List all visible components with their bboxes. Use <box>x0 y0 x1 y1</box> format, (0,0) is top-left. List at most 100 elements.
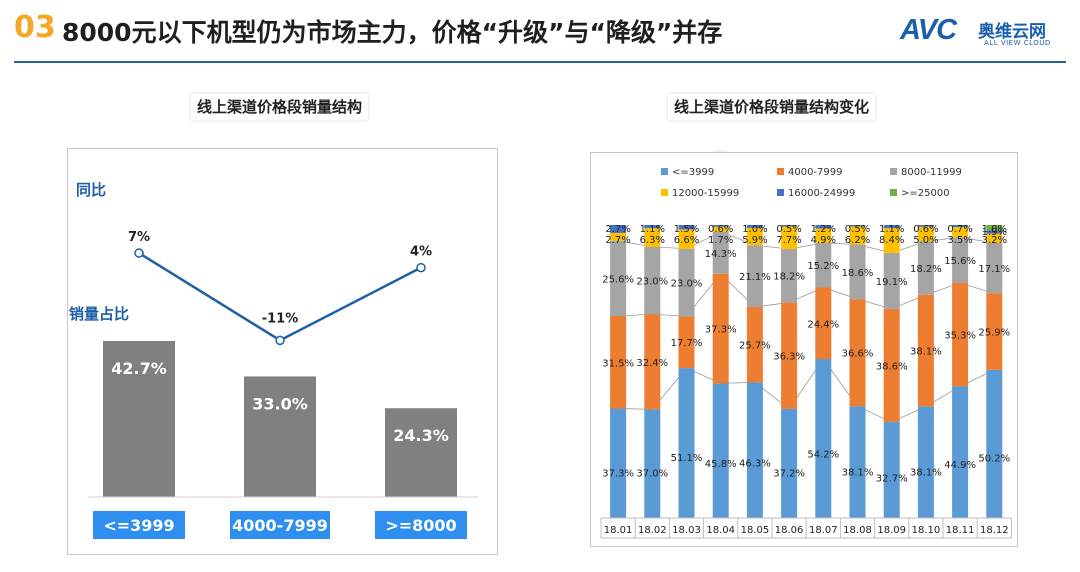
right-chart-svg: <=3999 4000-7999 8000-11999 12000-15999 1600… <box>600 167 1012 539</box>
left-chart-panel: 同比 销量占比 7% -11% 4% 42.7% 33.0% 24.3% <=3999 400… <box>67 148 498 555</box>
stacked-bar-segment <box>883 228 900 253</box>
yoy-data-label: 7% <box>128 230 150 245</box>
bar-data-label: 6.6% <box>674 235 699 246</box>
stacked-bar-segment <box>746 227 763 246</box>
stacked-bar-segment <box>746 245 763 308</box>
bar-data-label: 15.6% <box>944 256 976 267</box>
stacked-bar-segment <box>610 408 627 518</box>
share-label: 销量占比 <box>69 305 130 323</box>
yoy-data-label: -11% <box>262 311 299 326</box>
stacked-bar-segment <box>644 228 661 247</box>
stacked-bar-segment <box>678 225 695 230</box>
bar-data-label: 37.0% <box>636 469 668 480</box>
legend-swatch <box>661 189 668 196</box>
stacked-bar-segment <box>849 299 866 407</box>
yoy-label: 同比 <box>76 181 107 199</box>
logo-en: ALL VIEW CLOUD <box>984 39 1051 47</box>
stacked-bar-segment <box>746 307 763 383</box>
legend-label: 12000-15999 <box>672 188 739 199</box>
header: 03 8000元以下机型仍为市场主力，价格“升级”与“降级”并存 AVC 奥维云… <box>0 0 1080 62</box>
stacked-bar-segment <box>883 252 900 309</box>
stacked-bar-segment <box>781 302 798 409</box>
bar-data-label: 3.2% <box>982 235 1007 246</box>
stacked-bar-segment <box>610 232 627 241</box>
bar-data-label: 32.4% <box>636 358 668 369</box>
bar-data-label: 24.4% <box>807 319 839 330</box>
yoy-point <box>134 248 144 258</box>
bar-data-label: 51.1% <box>671 453 703 464</box>
stacked-bar-segment <box>917 406 934 518</box>
bar-data-label: 0.6% <box>913 224 938 235</box>
bar-data-label: 1.1% <box>640 224 665 235</box>
bar-data-label: 38.1% <box>842 468 874 479</box>
bar-data-label: 44.9% <box>944 460 976 471</box>
bar-data-label: 50.2% <box>978 454 1010 465</box>
legend-swatch <box>890 168 897 175</box>
bar-data-label: 45.8% <box>705 459 737 470</box>
x-tick-label: 18.10 <box>912 525 941 536</box>
right-chart-title: 线上渠道价格段销量结构变化 <box>668 94 876 120</box>
bar-data-label: 15.2% <box>807 261 839 272</box>
bar-data-label: 18.2% <box>773 272 805 283</box>
section-number: 03 <box>14 10 56 45</box>
bar-data-label: 1.0% <box>742 224 767 235</box>
bar-data-label: 18.2% <box>910 264 942 275</box>
bar-data-label: 37.2% <box>773 469 805 480</box>
stacked-bar-segment <box>678 229 695 249</box>
stacked-bar-segment <box>986 369 1003 518</box>
bar-data-label: 18.6% <box>842 268 874 279</box>
bar-data-label: 6.2% <box>845 235 870 246</box>
header-divider <box>14 61 1066 63</box>
bar-data-label: 17.7% <box>671 338 703 349</box>
bar-data-label: 2.7% <box>605 224 630 235</box>
bar-data-label: 19.1% <box>876 277 908 288</box>
x-tick-label: 18.09 <box>877 525 906 536</box>
avc-logo: AVC 奥维云网 ALL VIEW CLOUD <box>900 14 1070 54</box>
bar-data-label: 32.7% <box>876 474 908 485</box>
stacked-bar-segment <box>644 314 661 410</box>
share-bar-label: 33.0% <box>252 394 308 413</box>
stacked-bar-segment <box>644 246 661 315</box>
stacked-bar-segment <box>678 368 695 518</box>
legend-label: 16000-24999 <box>788 188 855 199</box>
bar-data-label: 36.6% <box>842 349 874 360</box>
bar-data-label: 37.3% <box>705 325 737 336</box>
category-box <box>230 511 330 539</box>
bar-data-label: 25.9% <box>978 328 1010 339</box>
bar-data-label: 0.7% <box>947 224 972 235</box>
bar-data-label: 1.2% <box>811 224 836 235</box>
category-label: >=8000 <box>385 516 456 535</box>
bar-data-label: 23.0% <box>636 276 668 287</box>
stacked-bar-segment <box>986 225 1003 231</box>
yoy-line <box>138 251 422 342</box>
bar-data-label: 35.3% <box>944 331 976 342</box>
share-bar <box>385 408 457 497</box>
stacked-bar-segment <box>986 233 1003 243</box>
stacked-bar-segment <box>781 249 798 303</box>
legend-swatch <box>777 189 784 196</box>
bar-data-label: 2.7% <box>605 235 630 246</box>
yoy-point <box>416 262 426 273</box>
stacked-bar-segment <box>917 294 934 407</box>
stacked-bar-segment <box>815 359 832 518</box>
bar-data-label: 1.7% <box>708 235 733 246</box>
x-tick-label: 18.08 <box>843 525 872 536</box>
bar-data-label: 0.6% <box>708 224 733 235</box>
stacked-bar-segment <box>952 237 969 284</box>
stacked-bar-segment <box>610 316 627 409</box>
left-chart-svg: 7% -11% 4% 42.7% 33.0% 24.3% <=3999 4000-7999 >=… <box>88 230 478 539</box>
category-box <box>375 511 467 539</box>
stacked-bar-segment <box>986 230 1003 234</box>
bar-data-label: 5.0% <box>913 235 938 246</box>
stacked-bar-segment <box>781 226 798 250</box>
stacked-bar-segment <box>917 225 934 227</box>
right-chart-panel: <=3999 4000-7999 8000-11999 12000-15999 1600… <box>590 152 1018 547</box>
stacked-bar-segment <box>644 409 661 518</box>
bar-data-label: 38.1% <box>910 468 942 479</box>
bar-data-label: 5.9% <box>742 235 767 246</box>
stacked-bar-segment <box>610 240 627 317</box>
stacked-bar-segment <box>849 225 866 227</box>
legend-label: 8000-11999 <box>901 167 962 178</box>
yoy-point <box>275 335 285 346</box>
stacked-bar-segment <box>746 225 763 228</box>
